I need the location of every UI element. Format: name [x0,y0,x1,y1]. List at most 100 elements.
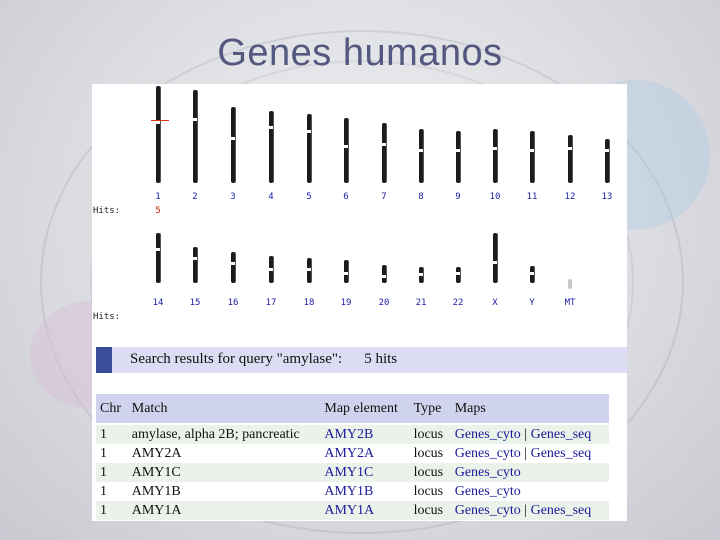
chromosome-label-MT[interactable]: MT [564,298,576,308]
chromosome-label-X[interactable]: X [492,298,498,308]
cell-type: locus [409,482,451,501]
chromosome-label-17[interactable]: 17 [265,298,277,308]
map-link[interactable]: Genes_cyto [454,426,521,442]
search-hit-count: 5 hits [364,351,398,367]
cell-map-element[interactable]: AMY1B [320,482,410,501]
hits-row-label: Hits: [93,206,121,216]
cell-map-element[interactable]: AMY1A [320,501,410,520]
chromosome-6[interactable] [344,118,348,183]
map-link[interactable]: Genes_cyto [454,483,521,499]
table-row: 1 AMY1A AMY1A locus Genes_cyto | Genes_seq [96,501,609,520]
chromosome-label-2[interactable]: 2 [192,192,198,202]
map-link[interactable]: Genes_seq [530,426,592,442]
col-header-match: Match [127,394,321,423]
chromosome-label-22[interactable]: 22 [452,298,464,308]
chromosome-label-4[interactable]: 4 [268,192,274,202]
cell-map-element[interactable]: AMY2B [320,425,410,444]
chromosome-label-21[interactable]: 21 [415,298,427,308]
cell-chr: 1 [96,425,128,444]
map-link[interactable]: Genes_cyto [454,502,521,518]
chromosome-label-11[interactable]: 11 [526,192,538,202]
centromere [344,272,348,275]
chromosome-label-5[interactable]: 5 [306,192,312,202]
maps-separator: | [524,445,528,461]
chromosome-7[interactable] [382,123,386,183]
chromosome-9[interactable] [456,131,460,183]
chromosome-2[interactable] [193,90,197,183]
map-link[interactable]: Genes_cyto [454,464,521,480]
chromosome-label-20[interactable]: 20 [378,298,390,308]
chromosome-label-12[interactable]: 12 [564,192,576,202]
centromere [307,130,311,133]
chromosome-label-18[interactable]: 18 [303,298,315,308]
chromosome-12[interactable] [568,135,572,183]
table-row: 1 AMY1B AMY1B locus Genes_cyto [96,482,609,501]
cell-chr: 1 [96,463,128,482]
chromosome-label-8[interactable]: 8 [418,192,424,202]
map-link[interactable]: Genes_seq [530,445,592,461]
centromere [193,118,197,121]
chromosome-8[interactable] [419,129,423,183]
chromosome-label-7[interactable]: 7 [381,192,387,202]
chromosome-5[interactable] [307,114,311,183]
table-spacer [96,423,609,425]
hit-marker [151,120,169,121]
chromosome-17[interactable] [269,256,273,283]
map-link[interactable]: Genes_cyto [454,445,521,461]
hits-row-label: Hits: [93,312,121,322]
chromosome-label-14[interactable]: 14 [152,298,164,308]
col-header-maps: Maps [450,394,609,423]
chromosome-1[interactable] [156,86,160,183]
chromosome-18[interactable] [307,258,311,283]
centromere [419,273,423,276]
chromosome-10[interactable] [493,129,497,183]
chromosome-19[interactable] [344,260,348,283]
chromosome-label-1[interactable]: 1 [155,192,161,202]
chromosome-16[interactable] [231,252,235,283]
cell-chr: 1 [96,501,128,520]
centromere [456,149,460,152]
chromosome-label-3[interactable]: 3 [230,192,236,202]
col-header-map-element: Map element [320,394,410,423]
chromosome-3[interactable] [231,107,235,183]
chromosome-11[interactable] [530,131,534,183]
col-header-type: Type [409,394,451,423]
chromosome-label-Y[interactable]: Y [529,298,535,308]
chromosome-label-9[interactable]: 9 [455,192,461,202]
chromosome-22[interactable] [456,267,460,283]
chromosome-X[interactable] [493,233,497,283]
map-link[interactable]: Genes_seq [530,502,592,518]
chromosome-label-16[interactable]: 16 [227,298,239,308]
chromosome-hits-1: 5 [155,206,161,216]
chromosome-Y[interactable] [530,266,534,283]
search-query-text: Search results for query "amylase": [130,351,343,367]
cell-type: locus [409,501,451,520]
cell-map-element[interactable]: AMY2A [320,444,410,463]
chromosome-label-15[interactable]: 15 [189,298,201,308]
centromere [568,147,572,150]
chromosome-13[interactable] [605,139,609,183]
chromosome-21[interactable] [419,267,423,283]
centromere [269,268,273,271]
chromosome-label-19[interactable]: 19 [340,298,352,308]
results-table: Chr Match Map element Type Maps 1 amylase… [96,394,609,520]
cell-chr: 1 [96,482,128,501]
chromosome-ideogram: 1 5 2 3 4 5 6 7 8 9 10 11 12 13 14 15 16 17 18 19 20 21 22 X Y MT… [92,84,627,344]
centromere [156,248,160,251]
cell-maps: Genes_cyto | Genes_seq [450,501,609,520]
centromere [493,261,497,264]
chromosome-14[interactable] [156,233,160,283]
centromere [605,149,609,152]
chromosome-label-13[interactable]: 13 [601,192,613,202]
chromosome-15[interactable] [193,247,197,283]
centromere [344,145,348,148]
cell-match: AMY1B [127,482,321,501]
chromosome-label-10[interactable]: 10 [489,192,501,202]
chromosome-label-6[interactable]: 6 [343,192,349,202]
centromere [530,149,534,152]
chromosome-4[interactable] [269,111,273,183]
cell-chr: 1 [96,444,128,463]
cell-map-element[interactable]: AMY1C [320,463,410,482]
chromosome-MT[interactable] [568,279,572,289]
chromosome-20[interactable] [382,265,386,283]
